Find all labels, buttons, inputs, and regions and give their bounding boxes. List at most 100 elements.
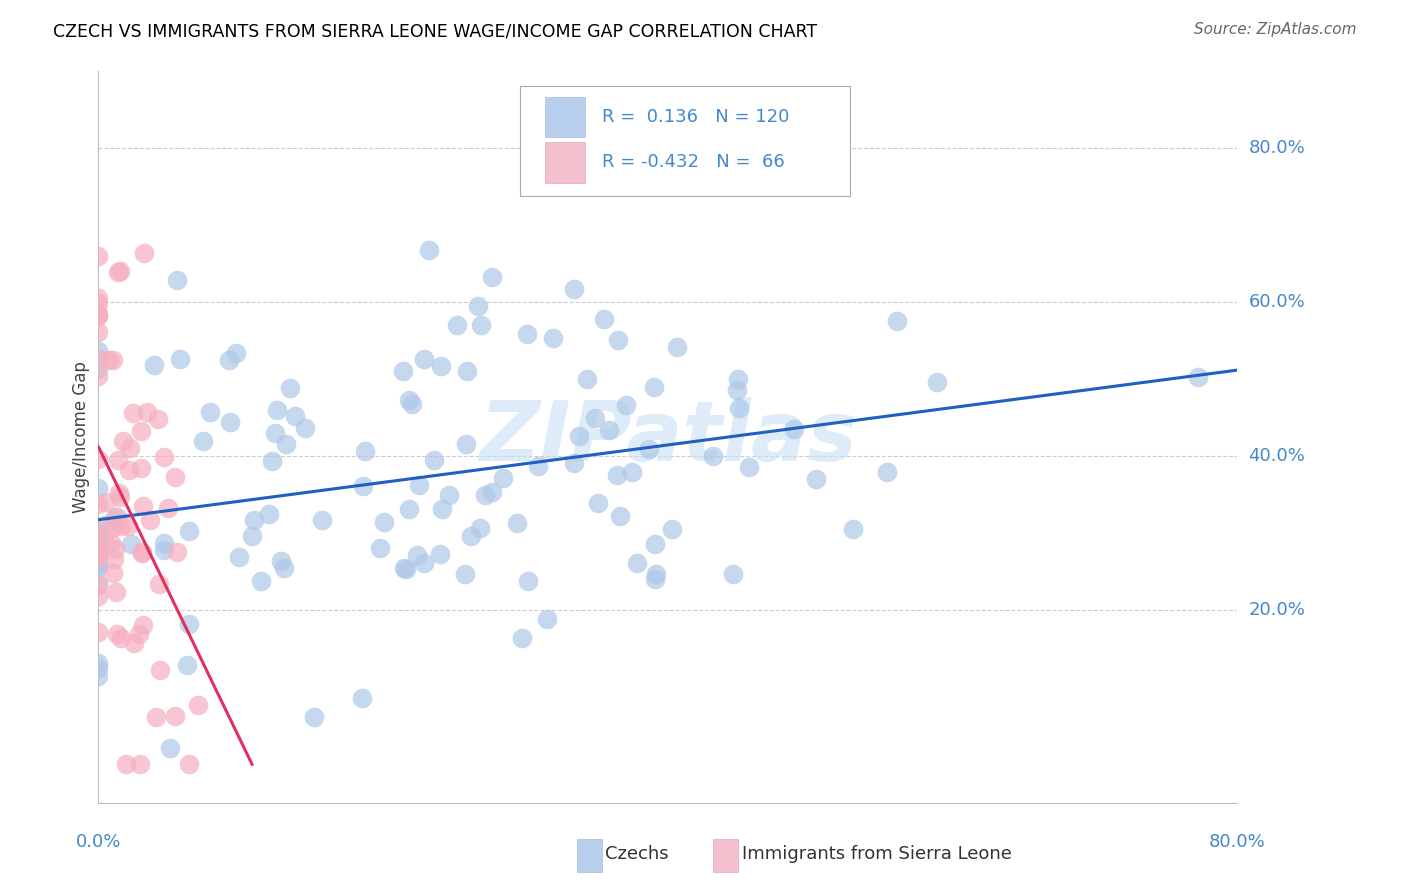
- Point: [257, 508, 280, 522]
- Point: [352, 479, 374, 493]
- Text: 20.0%: 20.0%: [1249, 601, 1305, 619]
- Point: [179, 524, 201, 538]
- Point: [264, 425, 287, 440]
- Point: [87, 295, 110, 310]
- Point: [728, 401, 751, 415]
- Point: [468, 521, 491, 535]
- Point: [87, 368, 110, 383]
- Text: R =  0.136   N = 120: R = 0.136 N = 120: [602, 108, 789, 126]
- Point: [481, 269, 503, 284]
- Point: [131, 546, 153, 560]
- Point: [430, 501, 453, 516]
- Point: [118, 441, 141, 455]
- Point: [242, 513, 264, 527]
- Point: [87, 249, 110, 263]
- Point: [454, 436, 477, 450]
- Point: [593, 312, 616, 326]
- Point: [200, 405, 222, 419]
- Point: [527, 459, 550, 474]
- Point: [87, 452, 110, 467]
- Point: [87, 351, 110, 365]
- Point: [460, 529, 482, 543]
- Point: [87, 577, 110, 591]
- Point: [725, 384, 748, 398]
- Point: [87, 590, 110, 604]
- Point: [446, 318, 468, 332]
- Point: [118, 463, 141, 477]
- Point: [562, 456, 585, 470]
- Point: [166, 545, 188, 559]
- Point: [163, 709, 186, 723]
- Point: [643, 379, 665, 393]
- Point: [609, 509, 631, 524]
- Point: [294, 421, 316, 435]
- Point: [644, 537, 666, 551]
- Point: [122, 636, 145, 650]
- Point: [177, 617, 200, 632]
- Point: [395, 562, 418, 576]
- Point: [143, 358, 166, 372]
- Point: [368, 541, 391, 555]
- Point: [240, 529, 263, 543]
- Point: [129, 461, 152, 475]
- Point: [138, 513, 160, 527]
- Point: [176, 658, 198, 673]
- Point: [120, 537, 142, 551]
- Point: [516, 574, 538, 588]
- Point: [100, 536, 122, 550]
- Point: [413, 352, 436, 367]
- Point: [96, 495, 118, 509]
- FancyBboxPatch shape: [713, 839, 738, 872]
- Point: [87, 291, 110, 305]
- Point: [132, 618, 155, 632]
- Point: [783, 421, 806, 435]
- Point: [103, 352, 125, 367]
- Point: [250, 574, 273, 589]
- Point: [107, 265, 129, 279]
- Point: [408, 477, 430, 491]
- Point: [110, 518, 132, 533]
- Point: [373, 515, 395, 529]
- Point: [626, 557, 648, 571]
- Point: [406, 548, 429, 562]
- FancyBboxPatch shape: [576, 839, 602, 872]
- Text: Source: ZipAtlas.com: Source: ZipAtlas.com: [1194, 22, 1357, 37]
- Point: [159, 740, 181, 755]
- Text: Czechs: Czechs: [605, 845, 669, 863]
- Point: [638, 442, 661, 457]
- Point: [842, 522, 865, 536]
- Point: [98, 353, 121, 368]
- Point: [492, 470, 515, 484]
- Point: [87, 556, 110, 570]
- Point: [1187, 370, 1209, 384]
- Point: [536, 612, 558, 626]
- Point: [219, 415, 242, 429]
- Point: [136, 405, 159, 419]
- Point: [606, 468, 628, 483]
- Point: [586, 495, 609, 509]
- Text: Immigrants from Sierra Leone: Immigrants from Sierra Leone: [742, 845, 1012, 863]
- Point: [302, 710, 325, 724]
- Point: [738, 459, 761, 474]
- FancyBboxPatch shape: [546, 143, 585, 183]
- Point: [132, 246, 155, 260]
- Point: [94, 518, 117, 533]
- Point: [153, 536, 176, 550]
- Point: [129, 757, 152, 772]
- Point: [87, 559, 110, 574]
- Point: [614, 398, 637, 412]
- Point: [278, 381, 301, 395]
- Point: [418, 243, 440, 257]
- Point: [87, 523, 110, 537]
- Point: [266, 402, 288, 417]
- Text: CZECH VS IMMIGRANTS FROM SIERRA LEONE WAGE/INCOME GAP CORRELATION CHART: CZECH VS IMMIGRANTS FROM SIERRA LEONE WA…: [53, 22, 817, 40]
- Point: [132, 500, 155, 514]
- Point: [398, 501, 420, 516]
- Point: [721, 567, 744, 582]
- Point: [87, 530, 110, 544]
- Point: [87, 549, 110, 564]
- Point: [87, 538, 110, 552]
- Point: [661, 522, 683, 536]
- Point: [129, 424, 152, 438]
- Point: [87, 625, 110, 640]
